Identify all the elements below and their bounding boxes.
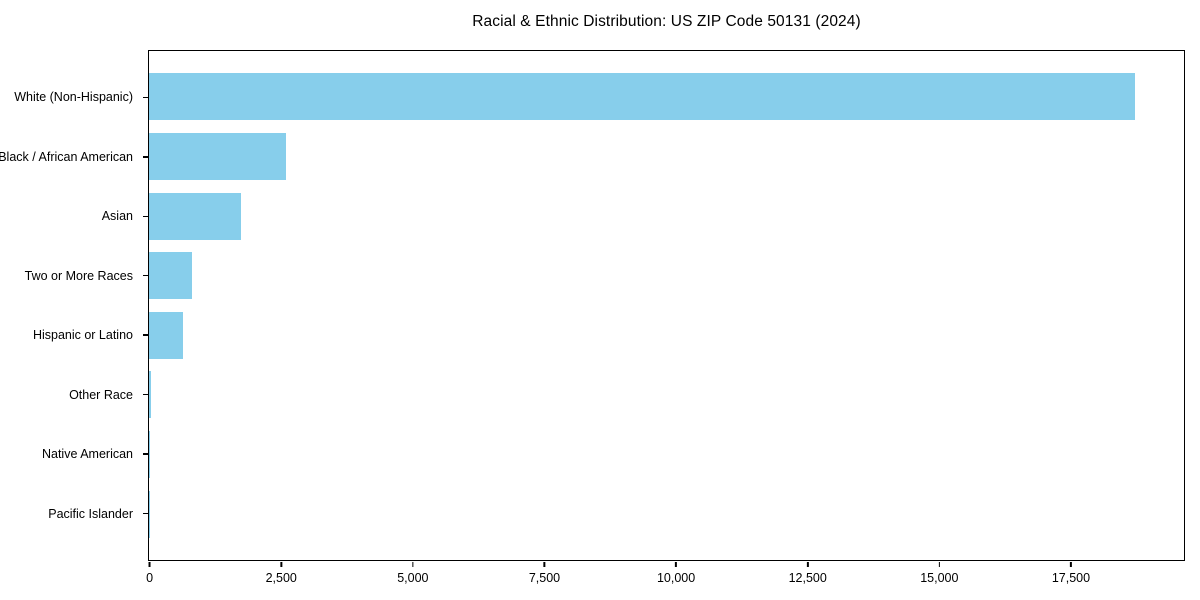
x-tick-label: 0 <box>146 570 154 585</box>
x-tick-label: 12,500 <box>788 570 827 585</box>
bar-rows <box>149 51 1184 560</box>
y-tick-mark <box>143 215 148 218</box>
bar <box>149 132 287 180</box>
x-tick: 12,500 <box>788 561 827 585</box>
y-tick-mark <box>143 453 148 455</box>
x-tick-mark <box>280 561 282 567</box>
y-tick-label: Black / African American <box>0 149 133 164</box>
x-tick-label: 10,000 <box>656 570 696 585</box>
x-tick-label: 17,500 <box>1051 570 1091 585</box>
bar-row <box>149 67 1184 127</box>
x-tick: 2,500 <box>265 561 297 585</box>
x-tick: 10,000 <box>656 561 696 585</box>
y-tick-mark <box>143 393 148 396</box>
x-tick: 7,500 <box>528 561 561 585</box>
y-tick-mark <box>143 334 148 336</box>
bar <box>149 192 242 240</box>
bar-row <box>149 127 1184 187</box>
y-tick-label: Native American <box>41 447 133 462</box>
plot-area <box>148 50 1185 561</box>
y-tick-label: White (Non-Hispanic) <box>14 90 133 105</box>
bar-row <box>149 365 1184 425</box>
y-axis-category-labels: White (Non-Hispanic) Black / African Amer… <box>0 52 148 560</box>
x-tick-mark <box>1070 561 1072 567</box>
bar <box>149 490 150 538</box>
bar-row <box>149 186 1184 246</box>
x-tick-mark <box>806 561 809 567</box>
x-tick-label: 2,500 <box>265 570 297 585</box>
y-tick-mark <box>143 512 148 515</box>
x-tick-mark <box>543 561 546 567</box>
y-tick-row: Asian <box>0 187 148 246</box>
chart-title: Racial & Ethnic Distribution: US ZIP Cod… <box>472 13 861 30</box>
x-tick-mark <box>412 561 414 567</box>
bar <box>149 73 1135 121</box>
y-tick-label: Two or More Races <box>24 268 133 283</box>
x-tick: 17,500 <box>1051 561 1091 585</box>
bar-row <box>149 425 1184 485</box>
bar-row <box>149 246 1184 306</box>
x-tick: 15,000 <box>920 561 959 585</box>
x-tick-label: 7,500 <box>528 570 561 585</box>
y-tick-row: White (Non-Hispanic) <box>0 68 148 127</box>
y-tick-row: Other Race <box>0 365 148 424</box>
x-tick-mark <box>675 561 677 567</box>
y-tick-label: Other Race <box>69 387 133 402</box>
y-tick-row: Pacific Islander <box>0 484 148 543</box>
x-axis-ticks: 0 2,500 5,000 7,500 10,000 12,500 15,000 17,500 <box>146 561 1184 594</box>
bar <box>149 431 151 479</box>
y-tick-mark <box>143 156 148 158</box>
x-tick: 5,000 <box>397 561 429 585</box>
x-tick-mark <box>148 561 151 567</box>
y-tick-label: Pacific Islander <box>48 506 133 521</box>
x-tick-mark <box>938 561 941 567</box>
y-tick-row: Native American <box>0 424 148 483</box>
bar-row <box>149 306 1184 366</box>
bar-row <box>149 484 1184 544</box>
y-tick-row: Black / African American <box>0 127 148 186</box>
y-tick-mark <box>143 96 148 99</box>
x-tick: 0 <box>146 561 154 585</box>
y-tick-label: Asian <box>101 209 133 224</box>
y-tick-row: Two or More Races <box>0 246 148 305</box>
x-tick-label: 15,000 <box>920 570 959 585</box>
bar <box>149 252 193 300</box>
bar <box>149 311 183 359</box>
x-tick-label: 5,000 <box>397 570 429 585</box>
y-tick-label: Hispanic or Latino <box>32 328 133 343</box>
y-tick-row: Hispanic or Latino <box>0 305 148 364</box>
bar <box>149 371 151 419</box>
y-tick-mark <box>143 274 148 277</box>
